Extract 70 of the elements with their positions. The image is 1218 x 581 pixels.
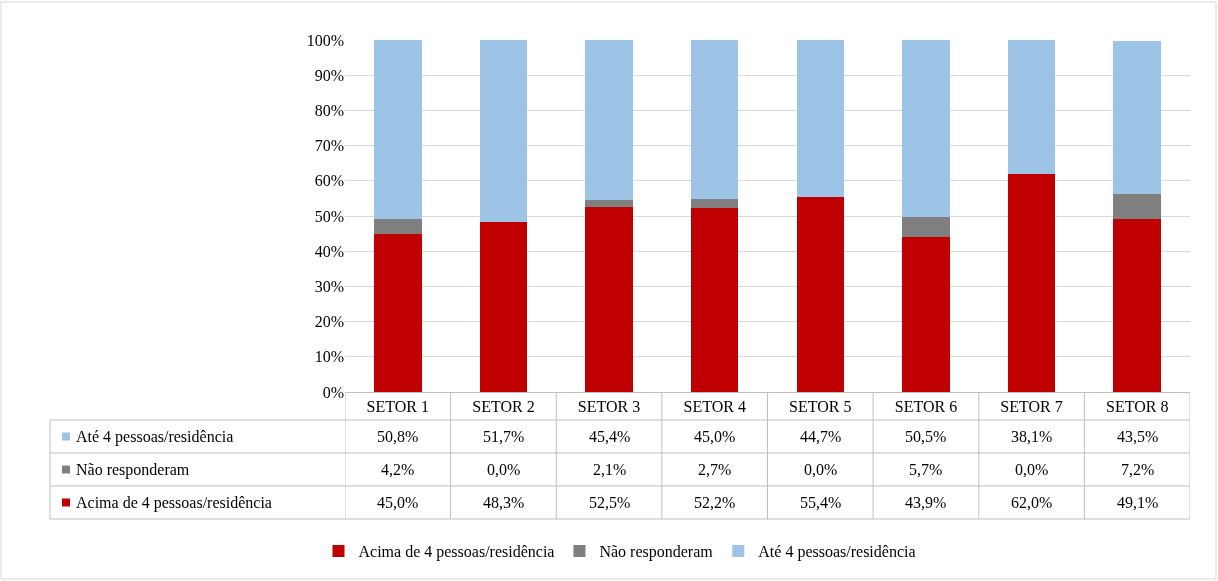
bar <box>374 233 422 392</box>
bar <box>902 40 950 218</box>
y-tick-label: 70% <box>314 137 344 155</box>
data-label: 0,0% <box>804 461 838 478</box>
data-label: 45,0% <box>694 428 736 445</box>
bar <box>374 40 422 219</box>
legend-label: Até 4 pessoas/residência <box>76 428 234 446</box>
data-label: 50,8% <box>377 428 419 445</box>
x-tick-label: SETOR 6 <box>894 398 958 416</box>
data-label: 2,1% <box>593 461 627 478</box>
data-label: 52,2% <box>694 494 736 511</box>
legend-label: Não responderam <box>76 461 190 479</box>
x-tick-label: SETOR 3 <box>577 398 641 416</box>
bar <box>690 40 739 199</box>
y-tick-label: 100% <box>306 31 344 49</box>
text: Até 4 pessoas/residência <box>758 543 916 561</box>
data-label: 0,0% <box>1015 461 1049 478</box>
x-tick-label: SETOR 1 <box>366 398 430 416</box>
x-tick-label: SETOR 7 <box>1000 398 1063 416</box>
data-label: 43,5% <box>1117 428 1159 445</box>
bar <box>1113 193 1161 220</box>
bar <box>796 40 845 197</box>
data-label: 44,7% <box>800 428 842 445</box>
y-tick-label: 90% <box>314 66 344 84</box>
bar <box>902 217 950 238</box>
text: Não responderam <box>599 543 713 561</box>
data-label: 0,0% <box>487 461 521 478</box>
x-tick-label: SETOR 4 <box>683 398 746 416</box>
bar <box>585 40 633 200</box>
bar <box>1007 173 1056 392</box>
legend-label: Acima de 4 pessoas/residência <box>76 494 272 512</box>
bar <box>479 40 528 222</box>
bar <box>690 198 739 209</box>
text: Acima de 4 pessoas/residência <box>358 543 555 561</box>
data-label: 45,4% <box>589 428 631 445</box>
y-tick-label: 10% <box>314 348 344 366</box>
y-tick-label: 30% <box>314 278 344 295</box>
x-tick-label: SETOR 8 <box>1105 398 1169 416</box>
data-label: 51,7% <box>483 428 525 445</box>
bar <box>1113 219 1161 392</box>
bar <box>796 196 845 392</box>
data-label: 43,9% <box>905 494 947 511</box>
y-tick-label: 50% <box>314 207 344 225</box>
x-tick-label: SETOR 2 <box>472 398 535 416</box>
data-label: 2,7% <box>698 461 732 478</box>
y-tick-label: 40% <box>314 242 344 260</box>
y-tick-label: 20% <box>314 313 344 331</box>
data-label: 7,2% <box>1121 461 1155 478</box>
y-tick-label: 60% <box>314 172 344 190</box>
bar <box>479 221 528 392</box>
bar <box>1007 40 1056 174</box>
data-label: 55,4% <box>800 494 842 511</box>
bar <box>902 237 950 392</box>
bar <box>690 208 739 392</box>
bar <box>1113 40 1161 194</box>
data-label: 52,5% <box>589 494 631 511</box>
data-label: 4,2% <box>381 461 415 478</box>
bar <box>585 199 633 208</box>
data-label: 49,1% <box>1117 494 1159 511</box>
x-tick-label: SETOR 5 <box>789 398 852 416</box>
data-label: 62,0% <box>1011 494 1053 511</box>
data-label: 45,0% <box>377 494 419 511</box>
bar <box>374 218 422 234</box>
data-label: 38,1% <box>1011 428 1053 445</box>
bar <box>585 207 633 392</box>
data-label: 5,7% <box>909 461 943 478</box>
y-tick-label: 0% <box>322 383 344 401</box>
data-label: 50,5% <box>905 428 947 445</box>
y-tick-label: 80% <box>314 102 344 119</box>
data-label: 48,3% <box>483 494 525 511</box>
